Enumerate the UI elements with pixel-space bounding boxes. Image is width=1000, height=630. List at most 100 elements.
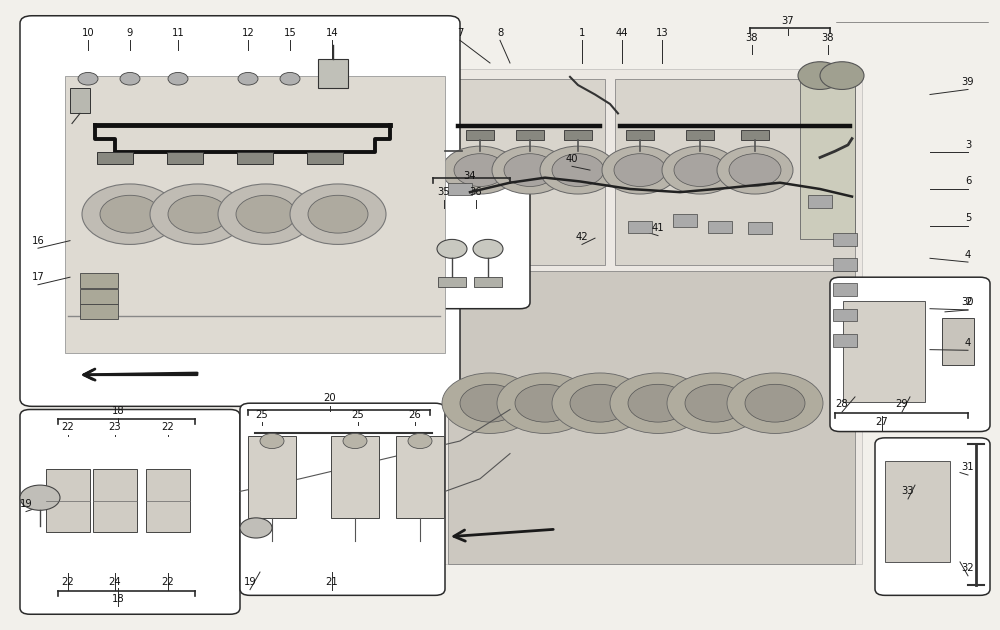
Polygon shape bbox=[448, 271, 855, 564]
Polygon shape bbox=[615, 79, 855, 265]
Circle shape bbox=[570, 384, 630, 422]
Text: 37: 37 bbox=[782, 16, 794, 26]
Circle shape bbox=[238, 72, 258, 85]
Bar bbox=[741, 130, 769, 140]
Circle shape bbox=[745, 384, 805, 422]
Bar bbox=[248, 436, 296, 518]
Text: 22: 22 bbox=[62, 577, 74, 587]
Text: 42: 42 bbox=[576, 232, 588, 242]
Circle shape bbox=[20, 485, 60, 510]
Text: 33: 33 bbox=[902, 486, 914, 496]
Text: 19: 19 bbox=[20, 499, 32, 509]
Text: 39: 39 bbox=[962, 77, 974, 87]
Text: 21: 21 bbox=[326, 577, 338, 587]
Bar bbox=[516, 130, 544, 140]
Text: 24: 24 bbox=[109, 577, 121, 587]
Bar bbox=[93, 469, 137, 532]
Circle shape bbox=[497, 373, 593, 433]
Polygon shape bbox=[800, 76, 855, 239]
Circle shape bbox=[120, 72, 140, 85]
Circle shape bbox=[540, 146, 616, 194]
Bar bbox=[146, 469, 190, 532]
Circle shape bbox=[667, 373, 763, 433]
Bar bbox=[97, 152, 133, 164]
Text: 3: 3 bbox=[965, 140, 971, 150]
Circle shape bbox=[150, 184, 246, 244]
FancyBboxPatch shape bbox=[420, 176, 530, 309]
Bar bbox=[673, 214, 697, 227]
Text: 25: 25 bbox=[352, 410, 364, 420]
Text: 22: 22 bbox=[162, 577, 174, 587]
Polygon shape bbox=[448, 79, 605, 265]
Text: 35: 35 bbox=[438, 187, 450, 197]
Circle shape bbox=[473, 239, 503, 258]
Bar bbox=[748, 222, 772, 234]
Text: 22: 22 bbox=[162, 422, 174, 432]
Circle shape bbox=[260, 433, 284, 449]
Circle shape bbox=[628, 384, 688, 422]
Circle shape bbox=[437, 239, 467, 258]
FancyBboxPatch shape bbox=[830, 277, 990, 432]
Text: 25: 25 bbox=[256, 410, 268, 420]
Text: 32: 32 bbox=[962, 563, 974, 573]
Text: 17: 17 bbox=[32, 272, 44, 282]
Circle shape bbox=[218, 184, 314, 244]
Circle shape bbox=[343, 433, 367, 449]
Circle shape bbox=[729, 154, 781, 186]
Circle shape bbox=[168, 195, 228, 233]
Text: 18: 18 bbox=[112, 406, 124, 416]
Text: 18: 18 bbox=[112, 593, 124, 604]
Circle shape bbox=[454, 154, 506, 186]
Text: 28: 28 bbox=[836, 399, 848, 410]
Circle shape bbox=[552, 154, 604, 186]
FancyBboxPatch shape bbox=[20, 16, 460, 406]
Text: 19: 19 bbox=[244, 577, 256, 587]
Text: 9: 9 bbox=[127, 28, 133, 38]
Polygon shape bbox=[442, 69, 862, 564]
Bar bbox=[833, 284, 857, 296]
Text: 7: 7 bbox=[457, 28, 463, 38]
Text: 14: 14 bbox=[326, 28, 338, 38]
Bar bbox=[833, 258, 857, 271]
Bar bbox=[307, 152, 343, 164]
Circle shape bbox=[552, 373, 648, 433]
Text: 29: 29 bbox=[896, 399, 908, 410]
Circle shape bbox=[610, 373, 706, 433]
Circle shape bbox=[240, 518, 272, 538]
Bar bbox=[833, 334, 857, 347]
Circle shape bbox=[492, 146, 568, 194]
Text: car parts: car parts bbox=[222, 350, 418, 387]
Text: 26: 26 bbox=[409, 410, 421, 420]
Bar bbox=[833, 233, 857, 246]
Circle shape bbox=[717, 146, 793, 194]
Bar bbox=[833, 309, 857, 321]
Circle shape bbox=[408, 433, 432, 449]
Circle shape bbox=[442, 373, 538, 433]
Bar bbox=[564, 130, 592, 140]
Circle shape bbox=[504, 154, 556, 186]
FancyBboxPatch shape bbox=[875, 438, 990, 595]
Bar bbox=[80, 304, 118, 319]
Bar bbox=[396, 436, 444, 518]
Text: 16: 16 bbox=[32, 236, 44, 246]
Circle shape bbox=[674, 154, 726, 186]
Polygon shape bbox=[65, 76, 445, 353]
Bar bbox=[46, 469, 90, 532]
Text: 15: 15 bbox=[284, 28, 296, 38]
Circle shape bbox=[82, 184, 178, 244]
Text: 12: 12 bbox=[242, 28, 254, 38]
Circle shape bbox=[515, 384, 575, 422]
Text: 34: 34 bbox=[464, 171, 476, 181]
Bar bbox=[318, 59, 348, 88]
Bar bbox=[942, 318, 974, 365]
Text: 38: 38 bbox=[746, 33, 758, 43]
Text: 4: 4 bbox=[965, 338, 971, 348]
Circle shape bbox=[460, 384, 520, 422]
Circle shape bbox=[685, 384, 745, 422]
Bar bbox=[626, 130, 654, 140]
FancyBboxPatch shape bbox=[20, 410, 240, 614]
Circle shape bbox=[78, 72, 98, 85]
Text: 13: 13 bbox=[656, 28, 668, 38]
Bar bbox=[885, 461, 950, 562]
Text: 11: 11 bbox=[172, 28, 184, 38]
